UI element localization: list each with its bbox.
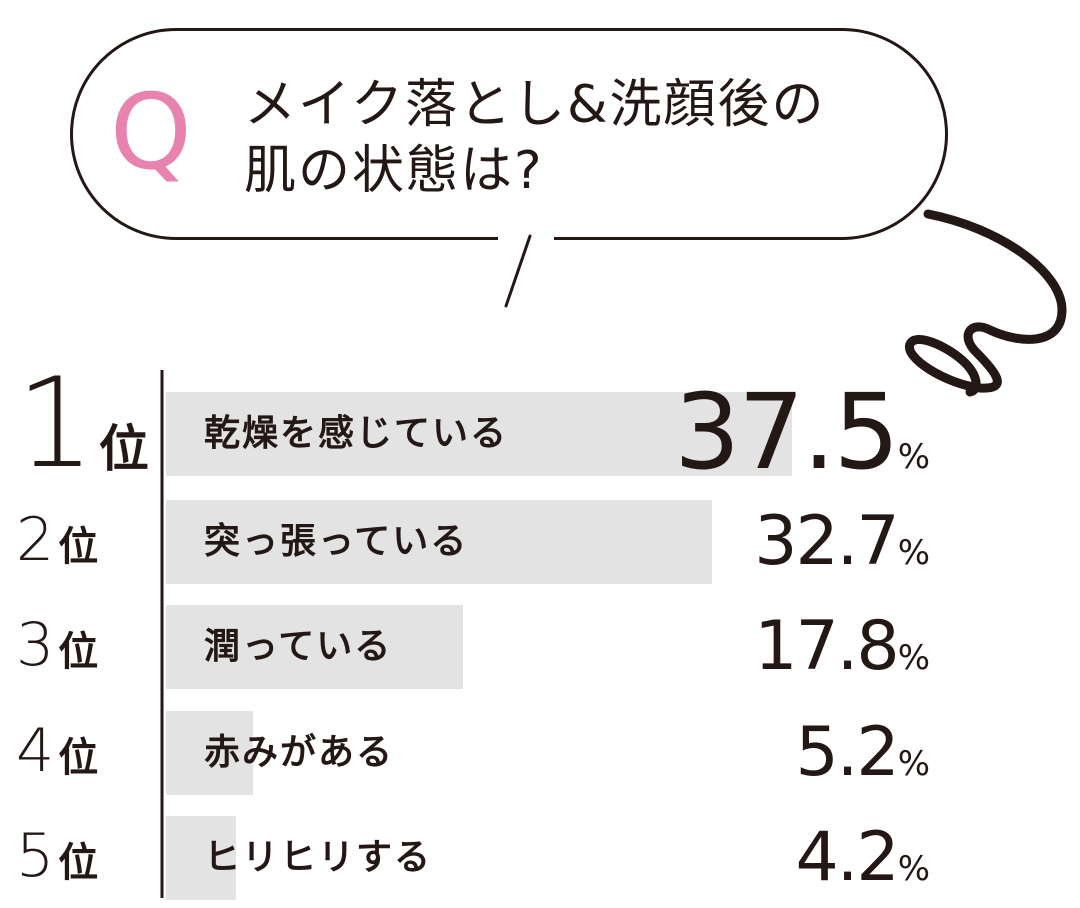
value-unit: % (897, 533, 930, 573)
bar-3 (166, 605, 463, 689)
question-line-1: メイク落とし&洗顔後の (244, 75, 826, 135)
value-label-5: 4.2% (796, 824, 930, 892)
rank-suffix: 位 (58, 629, 99, 675)
decorative-squiggle (905, 209, 1067, 397)
value-unit: % (897, 437, 930, 477)
category-label-3: 潤っている (204, 626, 393, 667)
rank-suffix: 位 (58, 840, 99, 886)
rank-suffix: 位 (58, 524, 99, 570)
rank-suffix: 位 (98, 420, 149, 478)
value-unit: % (897, 744, 930, 784)
category-label-4: 赤みがある (204, 732, 395, 773)
rank-number: 5 (16, 821, 55, 891)
bar-4 (166, 711, 253, 795)
rank-number: 1 (16, 352, 95, 496)
value-label-3: 17.8% (754, 613, 930, 681)
question-bubble (70, 28, 948, 240)
value-unit: % (897, 849, 930, 889)
rank-1: 1位 (16, 362, 149, 486)
bubble-gap (498, 232, 554, 246)
rank-number: 4 (16, 716, 55, 786)
value-label-4: 5.2% (796, 719, 930, 787)
rank-number: 3 (16, 610, 55, 680)
value-label-2: 32.7% (754, 508, 930, 576)
bar-5 (166, 816, 236, 900)
value-unit: % (897, 638, 930, 678)
value-number: 4.2 (795, 818, 900, 897)
question-line-2: 肌の状態は? (244, 141, 544, 201)
value-number: 32.7 (754, 502, 899, 581)
bar-2 (166, 500, 712, 584)
rank-suffix: 位 (58, 735, 99, 781)
rank-number: 2 (16, 505, 55, 575)
category-label-2: 突っ張っている (204, 521, 469, 562)
bubble-tail (504, 234, 532, 308)
question-marker: Q (110, 71, 192, 193)
category-label-5: ヒリヒリする (204, 837, 433, 878)
question-text: メイク落とし&洗顔後の 肌の状態は? (244, 72, 904, 204)
value-label-1: 37.5% (674, 380, 930, 484)
value-number: 5.2 (795, 713, 900, 792)
category-label-1: 乾燥を感じている (204, 413, 509, 454)
bar-1 (166, 392, 792, 476)
value-number: 37.5 (674, 371, 900, 493)
value-number: 17.8 (754, 607, 899, 686)
